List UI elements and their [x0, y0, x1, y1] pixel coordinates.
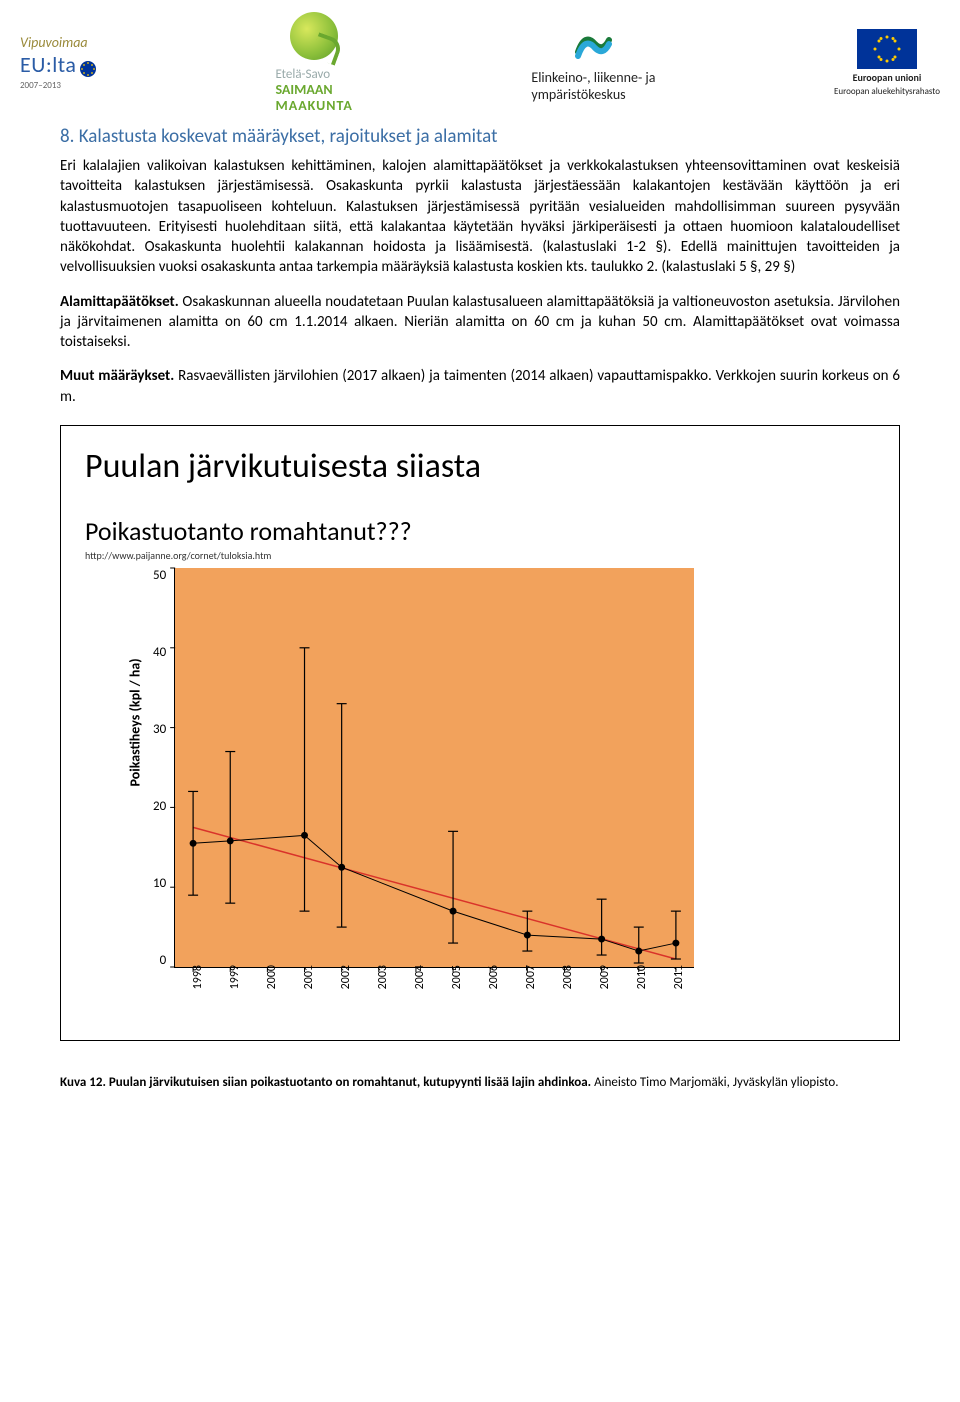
xtick-label: 2000 — [265, 965, 279, 1002]
xtick-label: 2005 — [450, 965, 464, 1002]
xtick-label: 1999 — [228, 965, 242, 1002]
chart: Poikastiheys (kpl / ha) 50403020100 1998… — [125, 568, 875, 1016]
eu-flag-icon — [857, 29, 917, 69]
logo-text: Elinkeino-, liikenne- ja — [531, 70, 655, 87]
ely-mark-icon — [573, 22, 613, 62]
figure-caption: Kuva 12. Puulan järvikutuisen siian poik… — [60, 1075, 900, 1092]
xtick-label: 2006 — [487, 965, 501, 1002]
logo-text: Euroopan aluekehitysrahasto — [834, 86, 940, 97]
figure-box: Puulan järvikutuisesta siiasta Poikastuo… — [60, 425, 900, 1041]
logo-ely: Elinkeino-, liikenne- ja ympäristökeskus — [531, 22, 655, 104]
ytick-label: 30 — [153, 722, 166, 737]
xtick-label: 2009 — [598, 965, 612, 1002]
chart-ylabel: Poikastiheys (kpl / ha) — [127, 766, 144, 786]
ytick-label: 50 — [153, 568, 166, 583]
para3-text: Rasvaevällisten järvilohien (2017 alkaen… — [60, 367, 900, 405]
header-logos: Vipuvoimaa EU:lta 2007–2013 Etelä-Savo S… — [0, 0, 960, 119]
figure-subtitle: Poikastuotanto romahtanut??? — [85, 515, 875, 547]
paragraph-3: Muut määräykset. Rasvaevällisten järvilo… — [60, 366, 900, 407]
logo-text: MAAKUNTA — [275, 98, 352, 113]
para2-text: Osakaskunnan alueella noudatetaan Puulan… — [60, 293, 900, 352]
logo-text: SAIMAAN — [275, 82, 352, 97]
chart-yticks: 50 40 30 20 10 0 — [153, 568, 174, 968]
logo-text: Vipuvoimaa — [20, 34, 88, 51]
document-content: 8. Kalastusta koskevat määräykset, rajoi… — [0, 119, 960, 1112]
xtick-label: 2002 — [339, 965, 353, 1002]
section-title: 8. Kalastusta koskevat määräykset, rajoi… — [60, 125, 900, 148]
paragraph-2: Alamittapäätökset. Osakaskunnan alueella… — [60, 292, 900, 353]
eu-stars-icon — [79, 60, 97, 78]
ytick-label: 10 — [153, 876, 166, 891]
chart-svg — [175, 568, 694, 967]
ytick-label: 0 — [160, 953, 167, 968]
xtick-label: 2004 — [413, 965, 427, 1002]
xtick-label: 2001 — [302, 965, 316, 1002]
logo-etela-savo: Etelä-Savo SAIMAAN MAAKUNTA — [275, 12, 352, 113]
figure-source: http://www.paijanne.org/cornet/tuloksia.… — [85, 549, 875, 562]
paragraph-1: Eri kalalajien valikoivan kalastuksen ke… — [60, 156, 900, 278]
logo-text: Euroopan unioni — [853, 71, 922, 84]
xtick-label: 1998 — [191, 965, 205, 1002]
para2-bold: Alamittapäätökset. — [60, 293, 179, 311]
para3-bold: Muut määräykset. — [60, 367, 174, 385]
leaf-circle-icon — [290, 12, 338, 60]
ytick-label: 40 — [153, 645, 166, 660]
logo-vipuvoimaa: Vipuvoimaa EU:lta 2007–2013 — [20, 34, 97, 91]
logo-text: Etelä-Savo — [275, 68, 352, 82]
logo-text: EU:lta — [20, 51, 76, 78]
logo-text: ympäristökeskus — [531, 87, 655, 104]
xtick-label: 2003 — [376, 965, 390, 1002]
logo-eu-flag: Euroopan unioni Euroopan aluekehitysraha… — [834, 29, 940, 97]
xtick-label: 2010 — [635, 965, 649, 1002]
xtick-label: 2011 — [672, 965, 686, 1002]
caption-bold: Kuva 12. Puulan järvikutuisen siian poik… — [60, 1075, 591, 1090]
xtick-label: 2007 — [524, 965, 538, 1002]
ytick-label: 20 — [153, 799, 166, 814]
logo-text: 2007–2013 — [20, 80, 61, 91]
xtick-label: 2008 — [561, 965, 575, 1002]
figure-title: Puulan järvikutuisesta siiasta — [85, 446, 875, 487]
chart-xticks: 1998 1999 2000 2001 2002 2003 2004 2005 2006 2007… — [191, 968, 709, 1016]
chart-plot-area — [174, 568, 694, 968]
caption-rest: Aineisto Timo Marjomäki, Jyväskylän ylio… — [591, 1075, 838, 1090]
